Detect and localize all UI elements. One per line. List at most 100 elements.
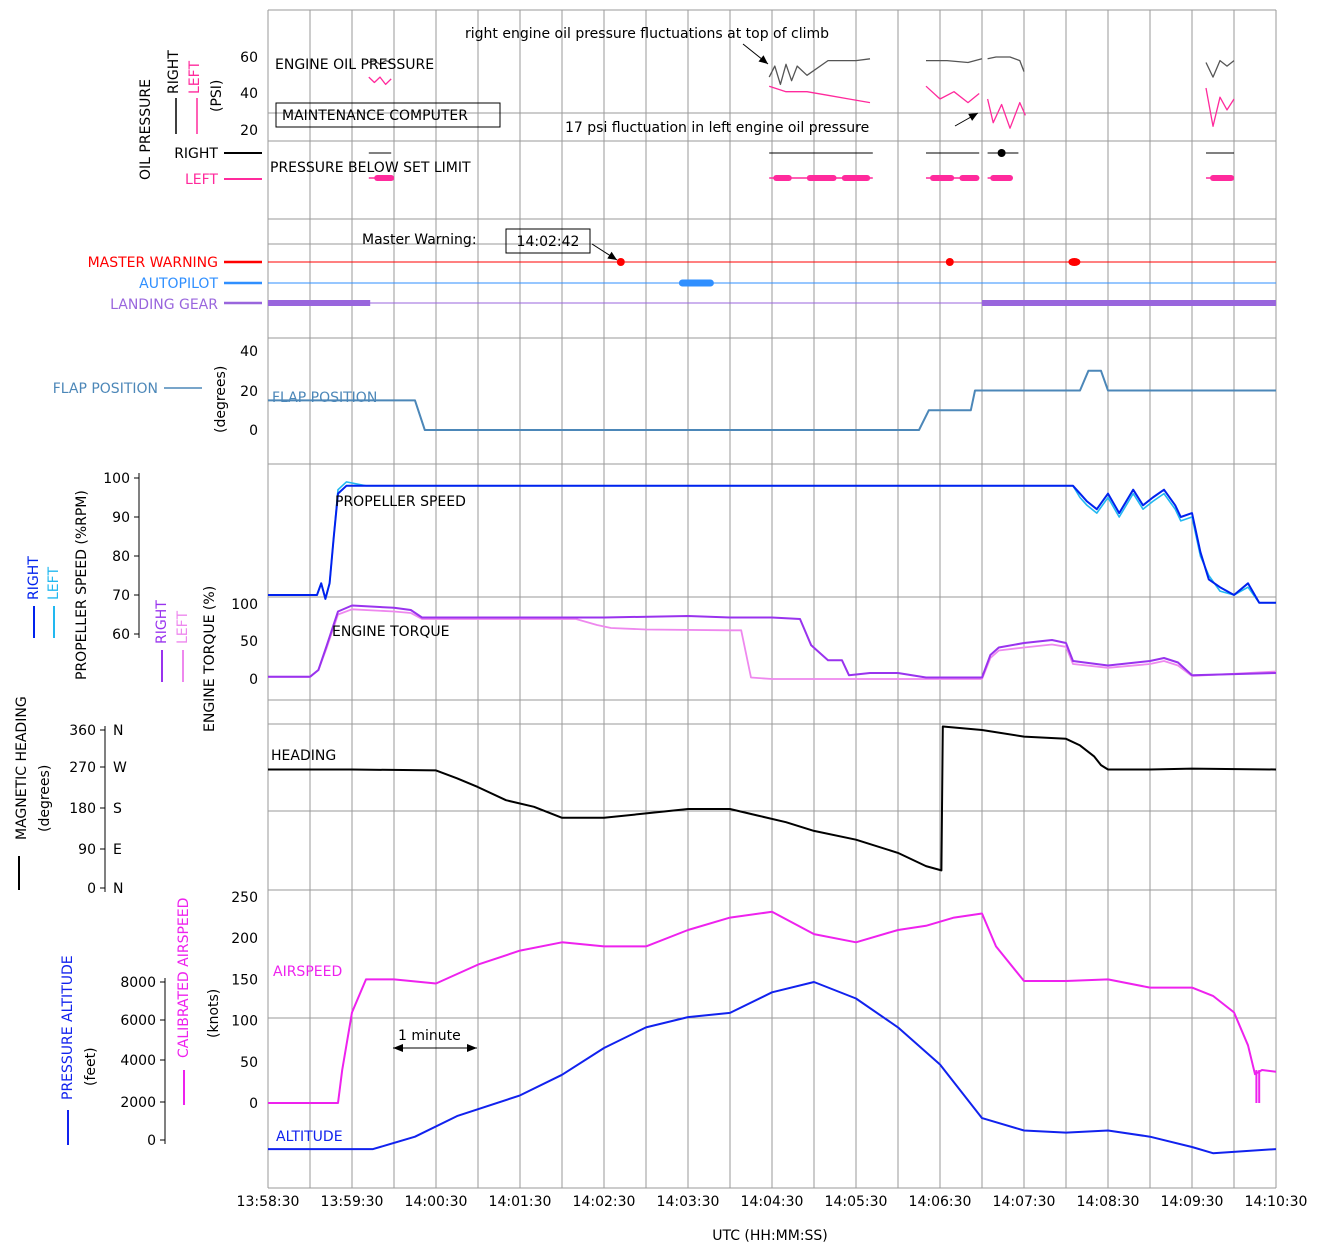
master-warning-time-box [505,228,591,254]
airspeed-tick-label: 0 [249,1096,258,1112]
oil-left-trace [768,85,871,104]
pressure-below-limit-label: PRESSURE BELOW SET LIMIT [270,160,471,176]
heading-cardinal: E [113,842,122,858]
heading-cardinal: N [113,723,123,739]
heading-axis-label: MAGNETIC HEADING [14,696,30,840]
airspeed-tick-label: 250 [231,890,258,906]
altitude-unit: (feet) [83,1047,99,1086]
oil-pressure-axis-label: OIL PRESSURE [138,79,154,180]
prop-tick-label: 70 [112,588,130,604]
scale-bar-arrow-right [467,1044,477,1052]
heading-trace [268,725,1277,872]
heading-tick-label: 270 [69,760,96,776]
plot-labels: 13:58:30 13:59:30 14:00:30 14:01:30 14:02:30… [18,43,1308,1210]
master-warning-time: 14:02:42 [517,234,580,250]
x-tick-label: 13:58:30 [237,1194,300,1210]
altitude-axis-label: PRESSURE ALTITUDE [60,955,76,1100]
torque-tick-label: 100 [231,597,258,613]
landing-gear-label: LANDING GEAR [110,297,218,313]
pressure-right-dot [997,149,1006,157]
airspeed-tick-label: 200 [231,931,258,947]
torque-axis-label: ENGINE TORQUE (%) [202,586,218,732]
torque-left-trace [268,608,1277,680]
altitude-tick-label: 8000 [120,975,156,991]
x-tick-label: 14:00:30 [405,1194,468,1210]
master-warning-event [1068,258,1081,266]
oil-tick-label: 60 [240,50,258,66]
maintenance-computer-label: MAINTENANCE COMPUTER [282,108,468,124]
oil-tick-label: 40 [240,86,258,102]
torque-legend-left: LEFT [175,611,191,644]
torque-tick-label: 50 [240,634,258,650]
airspeed-label: AIRSPEED [273,964,342,980]
x-tick-label: 14:05:30 [825,1194,888,1210]
airspeed-axis-label: CALIBRATED AIRSPEED [176,898,192,1058]
heading-tick-label: 0 [87,881,96,897]
pressure-right-label: RIGHT [174,146,218,162]
heading-cardinal: W [113,760,127,776]
oil-right-trace [768,58,871,86]
scale-bar-arrow-left [393,1044,403,1052]
flap-position-label-plot: FLAP POSITION [272,390,377,406]
x-tick-label: 14:09:30 [1161,1194,1224,1210]
altitude-tick-label: 2000 [120,1095,156,1111]
maintenance-computer-box [275,102,501,128]
oil-left-trace [368,76,392,86]
plot-traces [268,56,1277,1155]
x-tick-label: 14:02:30 [573,1194,636,1210]
oil-right-trace [987,56,1025,72]
x-tick-label: 14:08:30 [1077,1194,1140,1210]
flap-position-label-left: FLAP POSITION [53,381,158,397]
prop-tick-label: 60 [112,627,130,643]
oil-tick-label: 20 [240,123,258,139]
heading-tick-label: 90 [78,842,96,858]
pressure-left-label: LEFT [185,172,218,188]
altitude-tick-label: 0 [147,1133,156,1149]
oil-annotation-top: right engine oil pressure fluctuations a… [465,26,829,42]
altitude-trace [268,981,1277,1155]
oil-legend-left: LEFT [187,61,203,94]
master-warning-annotation: Master Warning: [362,232,477,248]
oil-left-trace [925,85,980,104]
autopilot-label: AUTOPILOT [139,276,218,292]
prop-right-trace [268,484,1276,604]
prop-legend-right: RIGHT [26,556,42,600]
oil-left-trace [1205,87,1235,127]
master-warning-label: MASTER WARNING [88,255,218,271]
airspeed-trace [268,910,1277,1104]
x-tick-label: 14:04:30 [741,1194,804,1210]
x-axis-title: UTC (HH:MM:SS) [712,1228,828,1244]
heading-label: HEADING [271,748,336,764]
propeller-axis-label: PROPELLER SPEED (%RPM) [74,490,90,680]
engine-torque-label: ENGINE TORQUE [332,624,449,640]
airspeed-tick-label: 150 [231,972,258,988]
x-tick-label: 14:01:30 [489,1194,552,1210]
x-tick-label: 14:10:30 [1245,1194,1308,1210]
torque-right-trace [268,604,1277,679]
oil-left-trace [986,98,1026,129]
heading-cardinal: S [113,801,122,817]
prop-tick-label: 100 [103,471,130,487]
oil-pressure-title: ENGINE OIL PRESSURE [275,57,434,73]
heading-tick-label: 360 [69,723,96,739]
airspeed-tick-label: 100 [231,1014,258,1030]
altitude-label: ALTITUDE [276,1129,343,1145]
x-tick-label: 14:06:30 [909,1194,972,1210]
prop-legend-left: LEFT [46,567,62,600]
oil-annotation-top-arrow-head [758,55,768,64]
oil-annotation-bottom: 17 psi fluctuation in left engine oil pr… [565,120,869,136]
scale-bar-label: 1 minute [398,1028,461,1044]
master-warning-event [616,258,625,266]
heading-tick-label: 180 [69,801,96,817]
prop-tick-label: 90 [112,510,130,526]
oil-right-trace [1205,59,1235,78]
flap-unit: (degrees) [213,366,229,433]
altitude-tick-label: 4000 [120,1053,156,1069]
torque-tick-label: 0 [249,672,258,688]
oil-right-trace [926,58,983,64]
oil-right-trace [368,59,392,65]
flap-tick-label: 0 [249,423,258,439]
heading-cardinal: N [113,881,123,897]
master-warning-event [945,258,954,266]
